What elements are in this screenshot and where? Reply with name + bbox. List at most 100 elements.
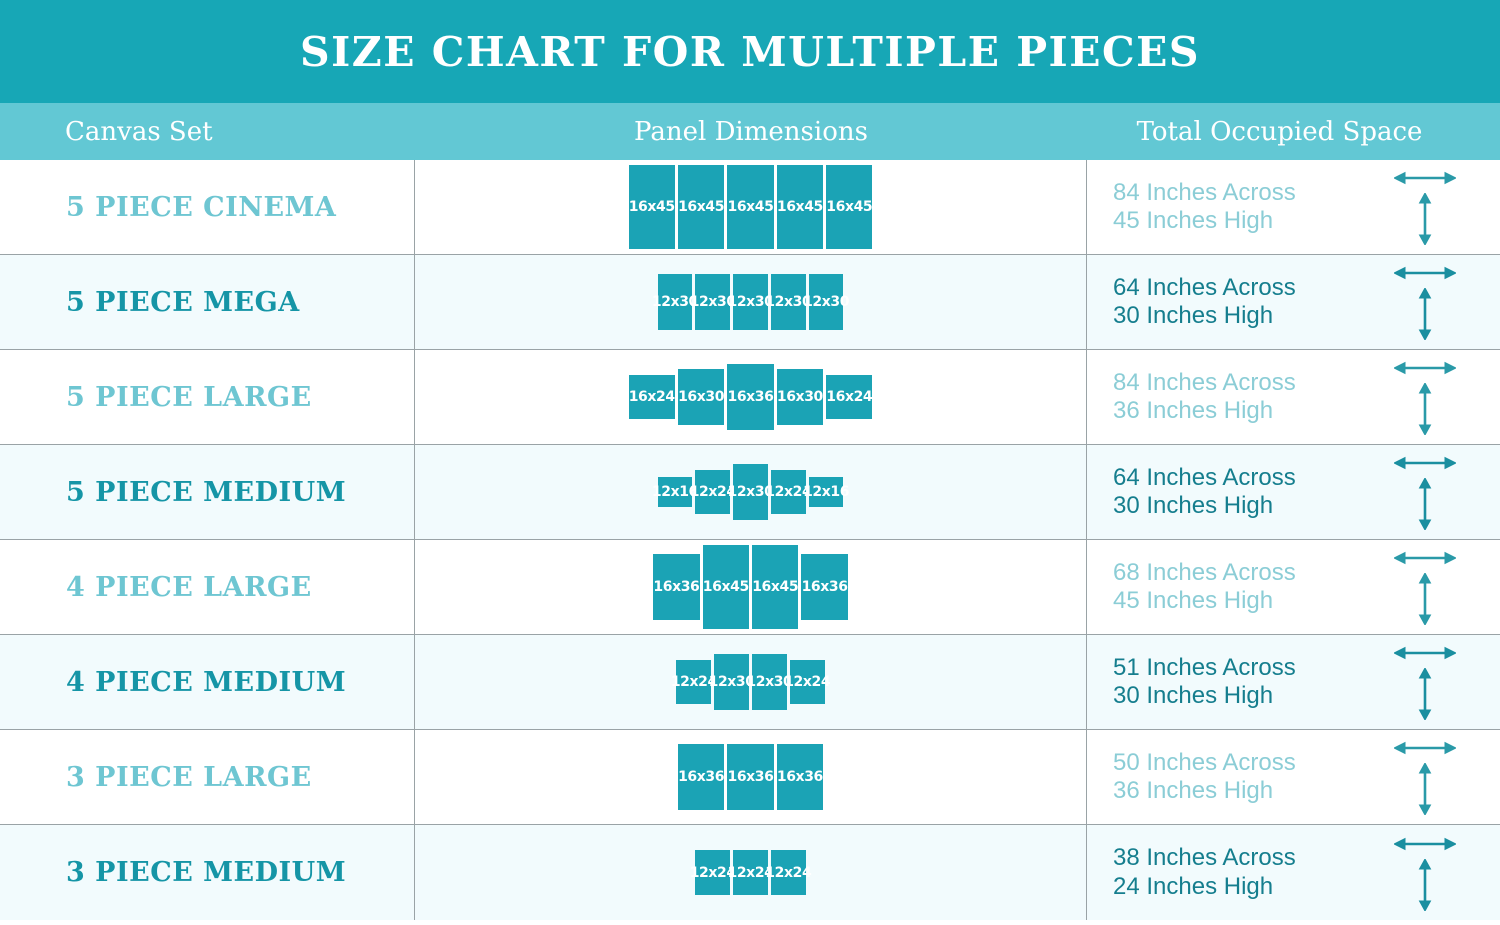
total-width-label: 50 Inches Across [1113,748,1296,776]
panel: 12x30 [652,274,698,330]
column-header-canvas-set: Canvas Set [65,116,213,147]
canvas-set-label: 5 PIECE LARGE [66,381,312,413]
panel: 16x30 [776,369,823,425]
table-row: 4 PIECE MEDIUM 12x24 12x30 12x30 12x24 51 Inc… [0,635,1500,730]
panel: 16x45 [776,165,823,249]
dimension-arrows [1394,644,1456,720]
arrows-left-right-icon [1394,644,1456,662]
panel-size-label: 12x30 [746,674,793,690]
arrows-up-down-icon [1416,288,1434,340]
panel-size-label: 12x30 [651,294,698,310]
canvas-set-cell: 3 PIECE LARGE [0,730,415,824]
panel-size-label: 16x45 [628,199,675,215]
total-space-lines: 68 Inches Across 45 Inches High [1113,559,1296,616]
panel-dimensions-cell: 16x45 16x45 16x45 16x45 16x45 [415,160,1087,254]
total-space-lines: 38 Inches Across 24 Inches High [1113,844,1296,901]
canvas-set-cell: 5 PIECE CINEMA [0,160,415,254]
total-space-lines: 64 Inches Across 30 Inches High [1113,274,1296,331]
total-width-label: 84 Inches Across [1113,178,1296,206]
chart-rows: 5 PIECE CINEMA 16x45 16x45 16x45 16x45 16x45 8… [0,160,1500,920]
total-height-label: 30 Inches High [1113,682,1274,709]
panel-size-label: 12x30 [727,484,774,500]
total-height-label: 30 Inches High [1113,492,1274,519]
total-width-label: 64 Inches Across [1113,463,1296,491]
canvas-set-label: 5 PIECE MEDIUM [66,476,347,508]
canvas-set-label: 4 PIECE MEDIUM [66,666,347,698]
panel-size-label: 16x30 [678,389,725,405]
canvas-set-cell: 5 PIECE MEDIUM [0,445,415,539]
arrows-left-right-icon [1394,169,1456,187]
total-space-lines: 84 Inches Across 36 Inches High [1113,369,1296,426]
panel-size-label: 12x30 [727,294,774,310]
total-height-label: 30 Inches High [1113,302,1274,329]
arrows-up-down-icon [1416,763,1434,815]
panel-size-label: 16x24 [826,389,873,405]
panel: 12x24 [690,850,736,895]
canvas-set-cell: 3 PIECE MEDIUM [0,825,415,920]
total-space-lines: 84 Inches Across 45 Inches High [1113,179,1296,236]
panel-dimensions-cell: 16x36 16x45 16x45 16x36 [415,540,1087,634]
total-occupied-space-cell: 84 Inches Across 36 Inches High [1087,350,1500,444]
panel: 16x30 [677,369,725,425]
table-row: 5 PIECE CINEMA 16x45 16x45 16x45 16x45 16x45 8… [0,160,1500,255]
panel-size-label: 16x24 [628,389,675,405]
panel-size-label: 16x45 [678,199,725,215]
panel: 12x30 [709,654,755,710]
total-width-label: 84 Inches Across [1113,368,1296,396]
panel: 12x30 [728,274,774,330]
panel-size-label: 16x45 [826,199,873,215]
panel: 16x45 [677,165,725,249]
total-occupied-space-cell: 51 Inches Across 30 Inches High [1087,635,1500,729]
dimension-arrows [1394,739,1456,815]
canvas-set-label: 3 PIECE LARGE [66,761,312,793]
total-occupied-space-cell: 38 Inches Across 24 Inches High [1087,825,1500,920]
panel-size-label: 16x30 [776,389,823,405]
total-occupied-space-cell: 50 Inches Across 36 Inches High [1087,730,1500,824]
canvas-set-cell: 4 PIECE LARGE [0,540,415,634]
canvas-set-cell: 5 PIECE LARGE [0,350,415,444]
canvas-set-label: 5 PIECE CINEMA [66,191,337,223]
total-height-label: 24 Inches High [1113,872,1274,900]
panel: 12x24 [690,469,736,515]
panel-size-label: 16x36 [653,579,700,595]
dimension-arrows [1394,454,1456,530]
panel-size-label: 12x30 [765,294,812,310]
dimension-arrows [1394,264,1456,340]
total-occupied-space-cell: 68 Inches Across 45 Inches High [1087,540,1500,634]
arrows-left-right-icon [1394,739,1456,757]
canvas-set-cell: 4 PIECE MEDIUM [0,635,415,729]
panel-size-label: 12x24 [727,864,774,881]
total-occupied-space-cell: 64 Inches Across 30 Inches High [1087,255,1500,349]
panel: 12x30 [765,274,812,330]
panel-size-label: 12x24 [670,674,717,690]
total-height-label: 36 Inches High [1113,777,1274,804]
panel-size-label: 16x36 [776,769,823,785]
total-width-label: 51 Inches Across [1113,653,1296,681]
arrows-left-right-icon [1394,264,1456,282]
panel-size-label: 16x36 [678,769,725,785]
canvas-set-label: 4 PIECE LARGE [66,571,312,603]
total-occupied-space-cell: 64 Inches Across 30 Inches High [1087,445,1500,539]
panel-size-label: 16x45 [776,199,823,215]
column-header-panel-dimensions: Panel Dimensions [634,116,868,147]
panel: 12x24 [765,850,812,895]
panel-size-label: 16x45 [752,579,799,595]
column-header-total-occupied-space: Total Occupied Space [1136,116,1423,147]
panel: 16x36 [727,363,774,431]
panel: 12x30 [746,654,793,710]
total-space-lines: 50 Inches Across 36 Inches High [1113,749,1296,806]
table-row: 3 PIECE MEDIUM 12x24 12x24 12x24 38 Inches A… [0,825,1500,920]
panel-size-label: 12x30 [803,294,850,310]
canvas-set-cell: 5 PIECE MEGA [0,255,415,349]
panel: 16x24 [826,374,873,420]
panel-dimensions-cell: 16x24 16x30 16x36 16x30 16x24 [415,350,1087,444]
panel: 12x24 [671,659,717,705]
panel-size-label: 12x30 [689,294,736,310]
table-row: 3 PIECE LARGE 16x36 16x36 16x36 50 Inches Ac… [0,730,1500,825]
panel-size-label: 12x30 [708,674,755,690]
panel-size-label: 12x16 [803,484,850,500]
arrows-left-right-icon [1394,454,1456,472]
total-space-lines: 51 Inches Across 30 Inches High [1113,654,1296,711]
arrows-left-right-icon [1394,549,1456,567]
